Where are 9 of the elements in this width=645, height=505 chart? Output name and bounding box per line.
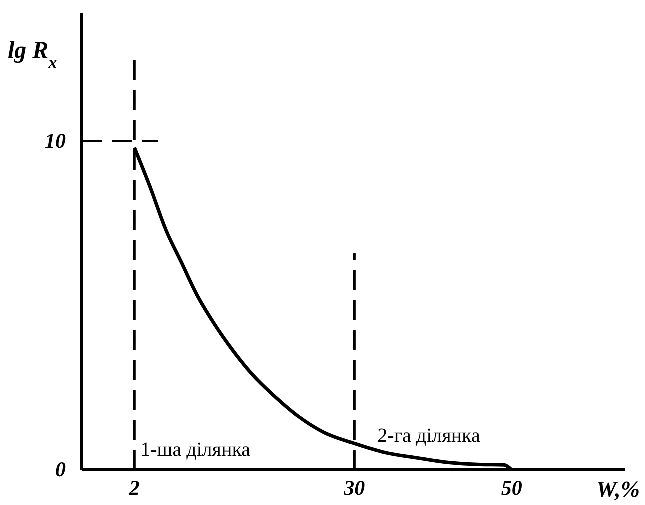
annotation: 2-га ділянка: [378, 425, 480, 447]
x-tick-label: 2: [128, 476, 140, 500]
y-axis-title: lg R$_{x}$: [8, 38, 58, 72]
x-axis-title: W,%: [596, 476, 640, 502]
x-tick-label: 50: [501, 476, 523, 500]
annotation: 1-ша ділянка: [140, 439, 251, 461]
y-tick-label: 0: [56, 458, 66, 482]
y-tick-label: 10: [45, 128, 66, 153]
x-tick-label: 30: [343, 476, 366, 500]
